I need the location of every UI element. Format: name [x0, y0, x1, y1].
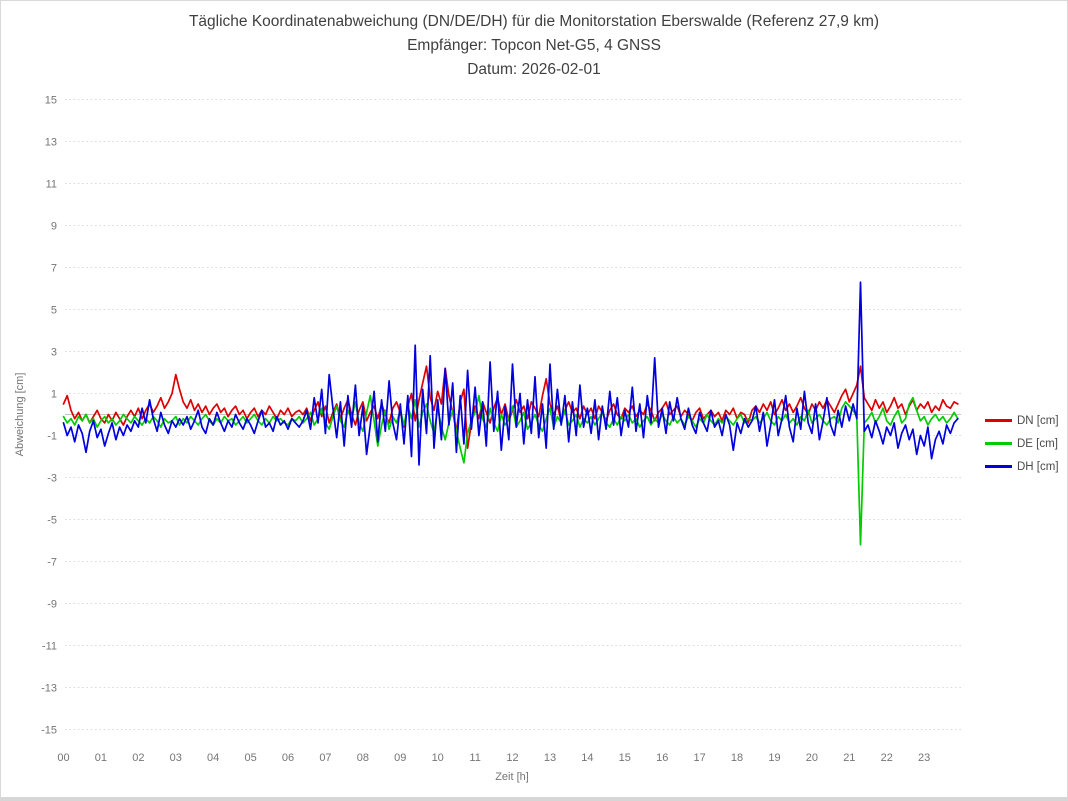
legend-line-swatch-icon [985, 419, 1012, 422]
y-tick-label: -5 [47, 515, 57, 527]
x-tick-label: 16 [656, 752, 668, 764]
x-tick-label: 10 [432, 752, 444, 764]
x-tick-label: 00 [57, 752, 69, 764]
x-axis-title: Zeit [h] [495, 771, 529, 783]
legend-label: DN [cm] [1017, 414, 1059, 427]
y-tick-label: 3 [51, 347, 57, 359]
y-tick-label: 15 [45, 95, 57, 107]
legend-entry-de: DE [cm] [985, 432, 1059, 455]
x-tick-label: 20 [806, 752, 818, 764]
x-tick-label: 02 [132, 752, 144, 764]
y-tick-label: -11 [42, 641, 57, 653]
x-tick-label: 23 [918, 752, 930, 764]
x-tick-label: 13 [544, 752, 556, 764]
y-tick-label: -15 [41, 725, 57, 737]
x-tick-label: 08 [357, 752, 369, 764]
x-tick-label: 14 [581, 752, 593, 764]
y-tick-label: -1 [47, 431, 57, 443]
x-tick-label: 21 [843, 752, 855, 764]
x-tick-label: 11 [469, 752, 480, 764]
legend-label: DE [cm] [1017, 437, 1058, 450]
legend-entry-dn: DN [cm] [985, 409, 1059, 432]
y-tick-label: -3 [47, 473, 57, 485]
y-tick-label: 7 [51, 263, 57, 275]
legend-label: DH [cm] [1017, 460, 1059, 473]
x-tick-label: 06 [282, 752, 294, 764]
x-tick-label: 07 [319, 752, 331, 764]
x-tick-label: 03 [170, 752, 182, 764]
chart-legend: DN [cm] DE [cm] DH [cm] [985, 409, 1059, 478]
legend-line-swatch-icon [985, 465, 1012, 468]
x-tick-label: 05 [244, 752, 256, 764]
x-tick-label: 04 [207, 752, 219, 764]
x-tick-label: 09 [394, 752, 406, 764]
x-tick-label: 22 [881, 752, 893, 764]
x-tick-label: 19 [768, 752, 780, 764]
x-tick-label: 18 [731, 752, 743, 764]
x-tick-label: 17 [694, 752, 706, 764]
x-tick-label: 12 [506, 752, 518, 764]
y-tick-label: 9 [51, 221, 57, 233]
chart-subtitle-receiver: Empfänger: Topcon Net-G5, 4 GNSS [407, 37, 661, 54]
y-tick-label: 1 [51, 389, 57, 401]
y-tick-label: 13 [45, 137, 57, 149]
y-tick-label: -7 [47, 557, 57, 569]
x-tick-label: 15 [619, 752, 631, 764]
y-tick-label: 11 [46, 179, 57, 191]
x-tick-label: 01 [95, 752, 107, 764]
y-axis-title: Abweichung [cm] [14, 373, 26, 457]
series-line-dh [62, 281, 959, 466]
y-tick-label: -9 [47, 599, 57, 611]
chart-subtitle-date: Datum: 2026-02-01 [467, 61, 601, 78]
legend-entry-dh: DH [cm] [985, 455, 1059, 478]
y-tick-label: -13 [41, 683, 57, 695]
legend-line-swatch-icon [985, 442, 1012, 445]
chart-title-block: Tägliche Koordinatenabweichung (DN/DE/DH… [1, 10, 1067, 82]
chart-title: Tägliche Koordinatenabweichung (DN/DE/DH… [188, 13, 880, 30]
y-tick-label: 5 [51, 305, 57, 317]
